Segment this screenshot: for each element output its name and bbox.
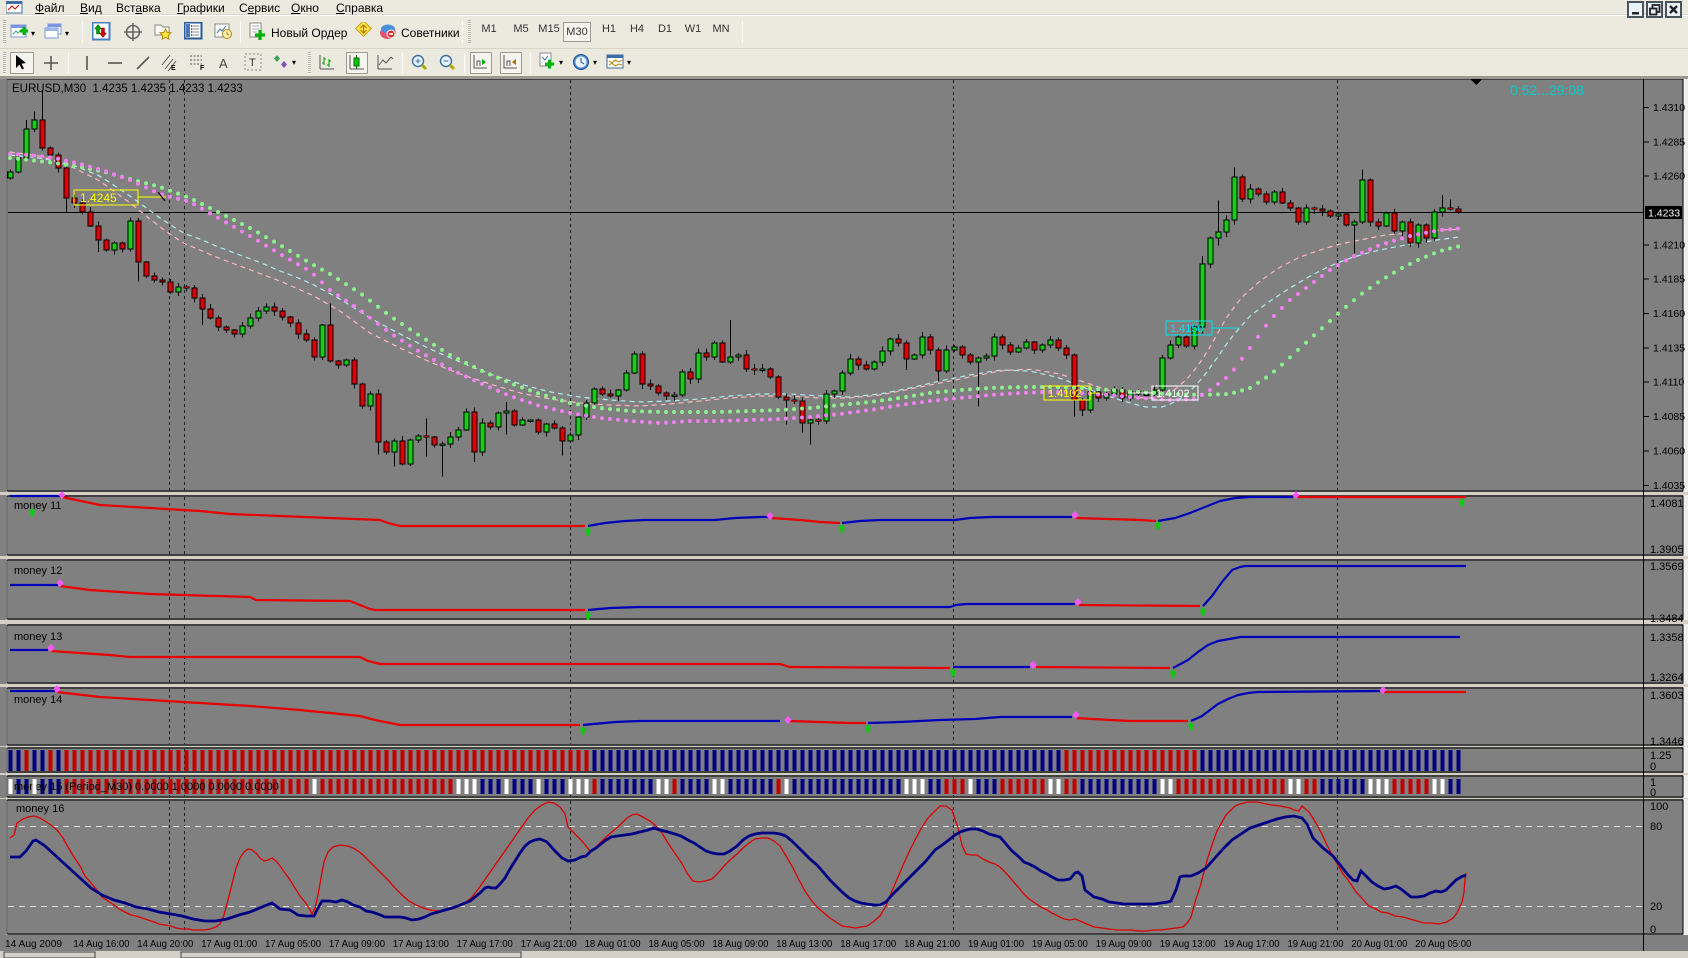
svg-text:E: E bbox=[171, 65, 176, 72]
svg-text:18 Aug 13:00: 18 Aug 13:00 bbox=[776, 938, 832, 950]
svg-text:1.4102: 1.4102 bbox=[1156, 388, 1190, 400]
svg-text:20 Aug 05:00: 20 Aug 05:00 bbox=[1415, 938, 1471, 950]
svg-text:1.4085: 1.4085 bbox=[1653, 411, 1685, 423]
svg-text:18 Aug 09:00: 18 Aug 09:00 bbox=[712, 938, 768, 950]
svg-text:1.4233: 1.4233 bbox=[1648, 208, 1680, 220]
svg-text:17 Aug 01:00: 17 Aug 01:00 bbox=[201, 938, 257, 950]
svg-text:1.4285: 1.4285 bbox=[1653, 136, 1685, 148]
svg-text:money 16: money 16 bbox=[16, 803, 64, 815]
svg-text:money 12: money 12 bbox=[14, 565, 62, 577]
svg-text:14 Aug 20:00: 14 Aug 20:00 bbox=[137, 938, 193, 950]
svg-text:T: T bbox=[249, 57, 256, 69]
svg-text:1.3358: 1.3358 bbox=[1650, 632, 1684, 644]
svg-text:14 Aug 16:00: 14 Aug 16:00 bbox=[73, 938, 129, 950]
svg-text:1.3603: 1.3603 bbox=[1650, 690, 1684, 702]
svg-text:money 14: money 14 bbox=[14, 694, 62, 706]
svg-text:1.4245: 1.4245 bbox=[80, 191, 117, 205]
svg-text:1.4081: 1.4081 bbox=[1650, 498, 1684, 510]
svg-text:1.4210: 1.4210 bbox=[1653, 239, 1685, 251]
svg-text:17 Aug 13:00: 17 Aug 13:00 bbox=[393, 938, 449, 950]
svg-text:1.4185: 1.4185 bbox=[1653, 274, 1685, 286]
svg-text:1.25: 1.25 bbox=[1650, 750, 1671, 762]
svg-text:0: 0 bbox=[1650, 924, 1656, 936]
svg-text:0:52...29:08: 0:52...29:08 bbox=[1510, 82, 1584, 98]
svg-text:1.4310: 1.4310 bbox=[1653, 102, 1685, 114]
svg-text:17 Aug 05:00: 17 Aug 05:00 bbox=[265, 938, 321, 950]
svg-text:19 Aug 13:00: 19 Aug 13:00 bbox=[1160, 938, 1216, 950]
svg-text:1.3569: 1.3569 bbox=[1650, 561, 1684, 573]
svg-text:money 11: money 11 bbox=[14, 500, 62, 512]
svg-text:1.3446: 1.3446 bbox=[1650, 736, 1684, 748]
svg-text:19 Aug 09:00: 19 Aug 09:00 bbox=[1096, 938, 1152, 950]
svg-text:20 Aug 01:00: 20 Aug 01:00 bbox=[1351, 938, 1407, 950]
svg-text:1.4110: 1.4110 bbox=[1653, 377, 1684, 389]
svg-text:EURUSD,M30 1.4235 1.4235 1.42: EURUSD,M30 1.4235 1.4235 1.4233 1.4233 bbox=[12, 83, 243, 95]
svg-text:1.4035: 1.4035 bbox=[1653, 480, 1685, 492]
svg-text:20: 20 bbox=[1650, 901, 1662, 913]
svg-text:17 Aug 09:00: 17 Aug 09:00 bbox=[329, 938, 385, 950]
svg-text:1.3484: 1.3484 bbox=[1650, 613, 1684, 625]
svg-text:F: F bbox=[200, 65, 205, 72]
svg-text:100: 100 bbox=[1650, 801, 1668, 813]
svg-text:0: 0 bbox=[1650, 761, 1656, 773]
svg-text:money 15 (Period_M30) 0.0000: money 15 (Period_M30) 0.0000 1.0000 0.00… bbox=[14, 781, 279, 793]
svg-text:1: 1 bbox=[1650, 777, 1656, 789]
svg-text:17 Aug 21:00: 17 Aug 21:00 bbox=[521, 938, 577, 950]
svg-text:1.4160: 1.4160 bbox=[1653, 308, 1685, 320]
svg-text:18 Aug 01:00: 18 Aug 01:00 bbox=[585, 938, 641, 950]
svg-text:80: 80 bbox=[1650, 821, 1662, 833]
svg-text:money 13: money 13 bbox=[14, 631, 62, 643]
svg-text:18 Aug 05:00: 18 Aug 05:00 bbox=[649, 938, 705, 950]
svg-text:1.4102: 1.4102 bbox=[1048, 388, 1082, 400]
svg-text:1.4135: 1.4135 bbox=[1653, 342, 1685, 354]
svg-text:1.4060: 1.4060 bbox=[1653, 445, 1685, 457]
svg-text:1.4150: 1.4150 bbox=[1170, 323, 1204, 335]
svg-text:1.3905: 1.3905 bbox=[1650, 544, 1684, 556]
svg-text:1.3264: 1.3264 bbox=[1650, 672, 1684, 684]
svg-text:14 Aug 2009: 14 Aug 2009 bbox=[5, 938, 62, 950]
svg-text:19 Aug 21:00: 19 Aug 21:00 bbox=[1288, 938, 1344, 950]
svg-text:18 Aug 21:00: 18 Aug 21:00 bbox=[904, 938, 960, 950]
svg-text:18 Aug 17:00: 18 Aug 17:00 bbox=[840, 938, 896, 950]
svg-text:19 Aug 17:00: 19 Aug 17:00 bbox=[1224, 938, 1280, 950]
svg-text:19 Aug 01:00: 19 Aug 01:00 bbox=[968, 938, 1024, 950]
svg-text:19 Aug 05:00: 19 Aug 05:00 bbox=[1032, 938, 1088, 950]
svg-text:17 Aug 17:00: 17 Aug 17:00 bbox=[457, 938, 513, 950]
svg-text:1.4260: 1.4260 bbox=[1653, 171, 1685, 183]
svg-text:0: 0 bbox=[1650, 787, 1656, 799]
